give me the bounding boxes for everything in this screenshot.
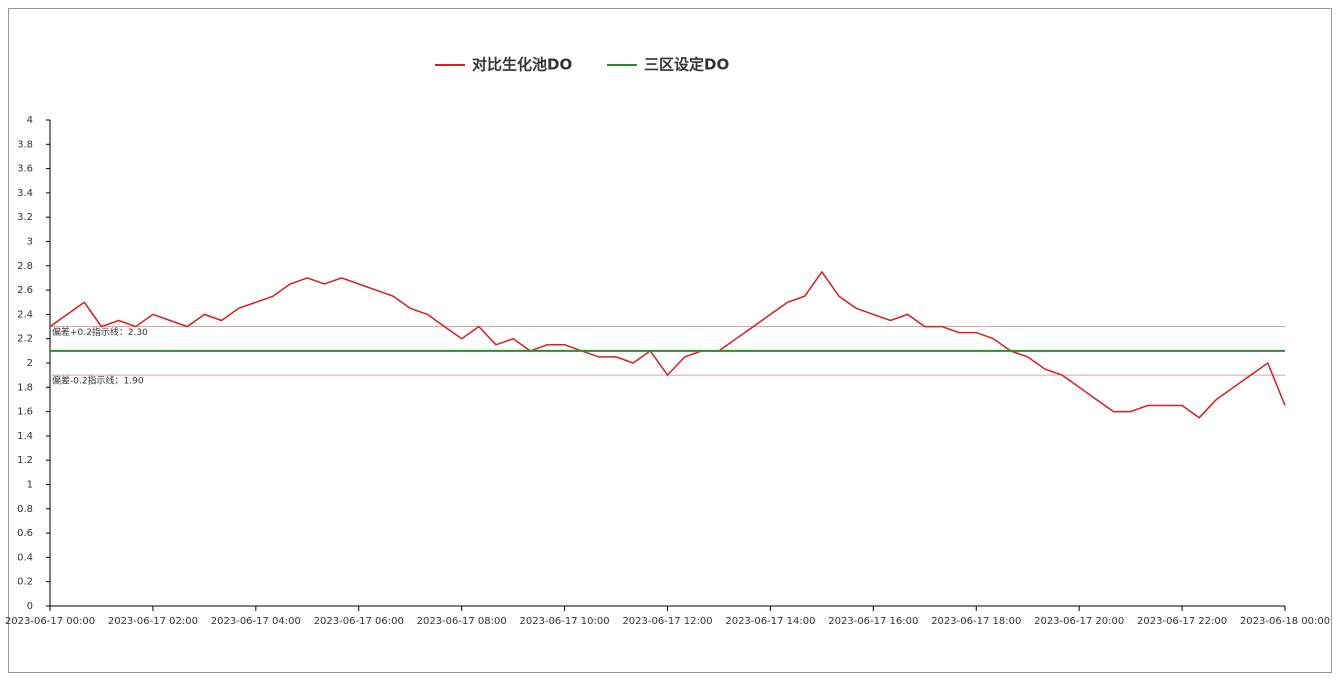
y-tick-label: 3.6 (17, 164, 33, 175)
y-tick-label: 3.4 (17, 188, 33, 199)
x-tick-label: 2023-06-17 12:00 (622, 616, 712, 627)
y-tick-label: 3.8 (17, 139, 33, 150)
x-tick-label: 2023-06-17 22:00 (1137, 616, 1227, 627)
x-tick-label: 2023-06-17 14:00 (725, 616, 815, 627)
y-tick-label: 1.6 (17, 407, 33, 418)
x-tick-label: 2023-06-17 18:00 (931, 616, 1021, 627)
y-tick-label: 3 (27, 237, 33, 248)
y-tick-label: 1.8 (17, 382, 33, 393)
x-tick-label: 2023-06-17 00:00 (5, 616, 95, 627)
threshold-label: 偏差-0.2指示线：1.90 (52, 375, 144, 387)
y-tick-label: 1.4 (17, 431, 33, 442)
y-tick-label: 0 (27, 601, 33, 612)
y-tick-label: 2.2 (17, 334, 33, 345)
y-tick-label: 0.8 (17, 504, 33, 515)
legend-label: 三区设定DO (644, 56, 729, 74)
x-tick-label: 2023-06-17 20:00 (1034, 616, 1124, 627)
y-tick-label: 2.6 (17, 285, 33, 296)
x-tick-label: 2023-06-17 10:00 (520, 616, 610, 627)
series-line (49, 270, 1286, 419)
x-tick-label: 2023-06-17 06:00 (314, 616, 404, 627)
y-tick-label: 2 (27, 358, 33, 369)
y-tick-label: 0.2 (17, 577, 33, 588)
y-tick-label: 2.4 (17, 309, 33, 320)
x-tick-label: 2023-06-17 02:00 (108, 616, 198, 627)
threshold-label: 偏差+0.2指示线：2.30 (52, 326, 148, 338)
y-tick-label: 2.8 (17, 261, 33, 272)
x-tick-label: 2023-06-17 16:00 (828, 616, 918, 627)
y-tick-label: 0.6 (17, 528, 33, 539)
x-tick-label: 2023-06-17 04:00 (211, 616, 301, 627)
x-tick-label: 2023-06-17 08:00 (417, 616, 507, 627)
frame (8, 8, 1332, 673)
y-tick-label: 3.2 (17, 212, 33, 223)
legend-label: 对比生化池DO (472, 56, 572, 74)
y-tick-label: 1 (27, 480, 33, 491)
y-tick-label: 0.4 (17, 552, 33, 563)
y-tick-label: 4 (27, 115, 33, 126)
x-tick-label: 2023-06-18 00:00 (1240, 616, 1330, 627)
y-tick-label: 1.2 (17, 455, 33, 466)
